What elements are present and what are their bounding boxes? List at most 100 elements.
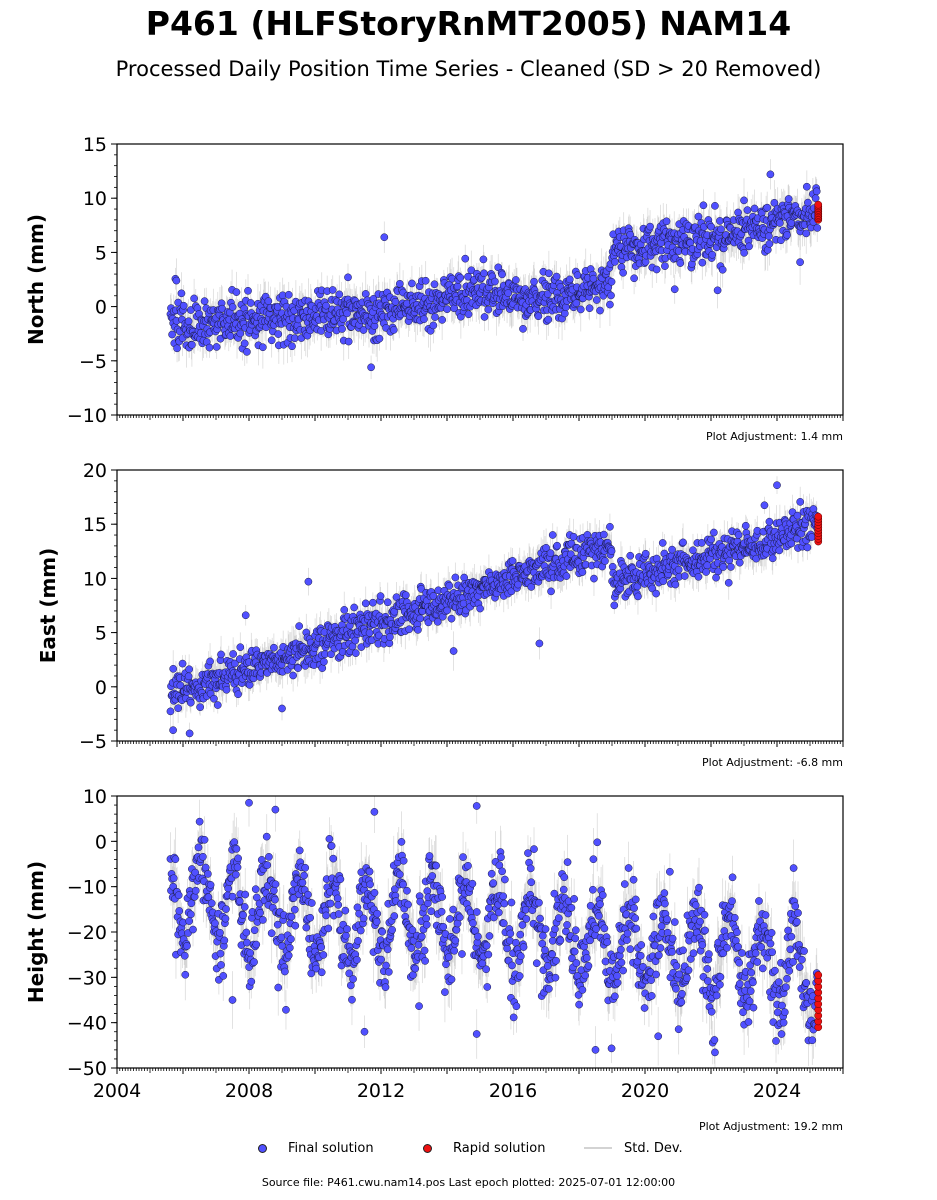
- panel-north: −10 −5 0 5 10 15 North (mm) Plot Adjustment: 1.…: [24, 134, 844, 443]
- final-solution-point: [344, 273, 352, 282]
- final-solution-point: [339, 315, 348, 324]
- final-solution-point: [641, 549, 650, 558]
- chart-title: P461 (HLFStoryRnMT2005) NAM14: [145, 4, 792, 43]
- final-solution-point: [600, 530, 608, 539]
- final-solution-point: [652, 589, 660, 598]
- final-solution-point: [200, 297, 209, 306]
- final-solution-point: [322, 301, 330, 310]
- final-solution-point: [445, 581, 454, 590]
- final-solution-point: [166, 707, 175, 716]
- rapid-solution-series: [814, 200, 823, 224]
- final-solution-point: [707, 535, 715, 544]
- final-solution-point: [480, 313, 489, 321]
- final-solution-point: [212, 343, 221, 351]
- final-solution-point: [725, 556, 734, 565]
- final-solution-point: [350, 603, 359, 612]
- final-solution-point: [236, 329, 245, 338]
- final-solution-point: [519, 325, 527, 333]
- final-solution-point: [545, 269, 553, 278]
- final-solution-point: [267, 336, 276, 345]
- final-solution-point: [734, 531, 743, 539]
- final-solution-point: [213, 701, 222, 709]
- final-solution-point: [184, 672, 193, 681]
- final-solution-point: [295, 622, 304, 630]
- final-solution-point: [359, 326, 368, 334]
- final-solution-point: [712, 573, 720, 582]
- final-solution-point: [812, 187, 821, 196]
- final-solution-point: [787, 219, 796, 227]
- final-solution-point: [630, 274, 638, 283]
- final-solution-point: [578, 568, 587, 576]
- final-solution-point: [451, 573, 460, 582]
- y-tick-label: 0: [95, 297, 107, 319]
- final-solution-point: [760, 501, 769, 510]
- final-solution-point: [596, 306, 604, 315]
- final-solution-point: [240, 339, 249, 348]
- final-solution-point: [421, 276, 430, 285]
- final-solution-point: [206, 657, 214, 666]
- final-solution-point: [634, 592, 642, 601]
- final-solution-point: [611, 258, 619, 266]
- final-solution-point: [689, 546, 697, 555]
- final-solution-point: [547, 587, 555, 596]
- final-solution-point: [274, 330, 283, 338]
- final-solution-point: [375, 631, 383, 640]
- final-solution-point: [750, 204, 759, 213]
- final-solution-point: [172, 276, 181, 285]
- final-solution-point: [717, 225, 725, 234]
- final-solution-point: [765, 239, 774, 248]
- final-solution-point: [179, 301, 188, 310]
- final-solution-point: [343, 309, 351, 318]
- final-solution-point: [391, 297, 400, 306]
- final-solution-point: [405, 625, 414, 634]
- final-solution-point: [740, 196, 748, 205]
- final-solution-point: [714, 567, 723, 576]
- final-solution-point: [676, 259, 685, 267]
- final-solution-point: [205, 343, 214, 352]
- final-solution-point: [534, 312, 543, 321]
- final-solution-point: [527, 583, 536, 591]
- final-solution-point: [601, 557, 609, 565]
- final-solution-series: [166, 170, 822, 372]
- final-solution-point: [607, 291, 615, 300]
- final-solution-point: [395, 279, 404, 288]
- final-solution-point: [438, 316, 447, 324]
- final-solution-point: [606, 300, 614, 309]
- final-solution-point: [186, 698, 195, 707]
- final-solution-point: [327, 650, 335, 659]
- final-solution-point: [619, 268, 627, 277]
- final-solution-point: [802, 229, 811, 238]
- final-solution-point: [169, 664, 178, 673]
- final-solution-point: [361, 599, 370, 608]
- final-solution-point: [369, 598, 377, 607]
- final-solution-point: [708, 250, 717, 259]
- final-solution-point: [585, 304, 594, 313]
- final-solution-point: [340, 606, 349, 614]
- final-solution-point: [431, 313, 439, 321]
- final-solution-point: [784, 195, 793, 203]
- plot-adjustment-note: Plot Adjustment: 1.4 mm: [706, 430, 843, 443]
- final-solution-point: [671, 580, 680, 589]
- final-solution-point: [173, 344, 181, 353]
- final-solution-point: [447, 614, 456, 623]
- final-solution-point: [804, 198, 812, 207]
- final-solution-point: [727, 563, 735, 571]
- final-solution-point: [542, 543, 550, 552]
- final-solution-point: [543, 290, 552, 298]
- final-solution-point: [724, 578, 733, 587]
- final-solution-point: [766, 170, 775, 179]
- final-solution-point: [414, 626, 422, 634]
- final-solution-point: [562, 572, 571, 580]
- final-solution-point: [236, 643, 245, 652]
- final-solution-series: [166, 481, 822, 738]
- final-solution-point: [707, 222, 715, 231]
- final-solution-point: [576, 305, 585, 314]
- final-solution-point: [734, 208, 742, 217]
- final-solution-point: [365, 629, 374, 637]
- final-solution-point: [674, 565, 683, 574]
- y-tick-label: −10: [67, 405, 107, 427]
- final-solution-point: [246, 299, 255, 307]
- final-solution-point: [402, 591, 410, 599]
- final-solution-point: [680, 572, 689, 580]
